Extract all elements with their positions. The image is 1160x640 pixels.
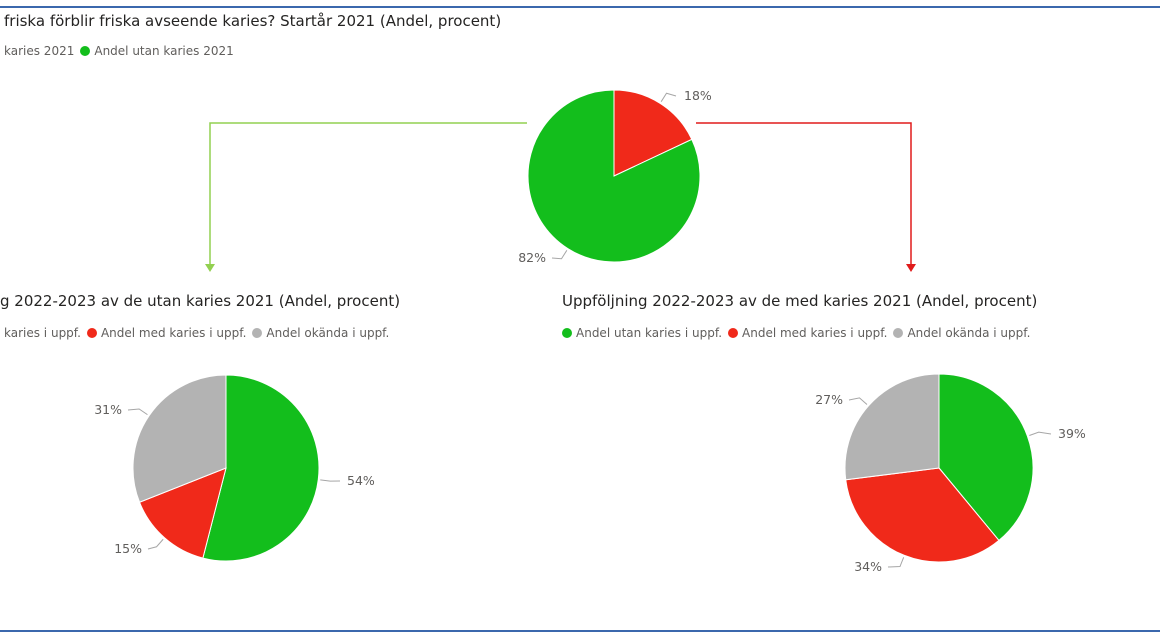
leader-line [848,397,868,405]
chart-title-uppf-utan-karies: g 2022-2023 av de utan karies 2021 (Ande… [0,292,401,310]
data-label: 18% [684,88,712,103]
connector-arrow-red [696,122,916,272]
pie-slice[interactable] [527,89,701,263]
legend-item-label: Andel okända i uppf. [266,326,390,340]
legend-dot-icon [728,328,739,338]
legend-dot-icon [86,328,97,338]
pie-chart-uppf-med-karies: 39% 34% 27% [815,373,1086,574]
pie-slice[interactable] [938,373,1034,542]
pie-slice[interactable] [613,89,693,177]
legend-start-2021: karies 2021 Andel utan karies 2021 [4,44,240,58]
data-label: 15% [114,541,142,556]
data-label: 54% [347,473,375,488]
leader-line [127,408,148,416]
chart-title-start-2021: friska förblir friska avseende karies? S… [4,12,502,30]
frame-top-border [0,6,1160,8]
leader-line [551,250,568,260]
data-label: 27% [815,392,843,407]
connector-arrow-green [205,122,527,272]
legend-dot-icon [562,328,572,338]
data-label: 34% [854,559,882,574]
legend-item-utan-karies-uppf[interactable]: Andel utan karies i uppf. [562,326,722,340]
pie-slice[interactable] [845,467,1000,563]
legend-item-okanda-uppf[interactable]: Andel okända i uppf. [893,326,1030,340]
legend-item-okanda-uppf[interactable]: Andel okända i uppf. [252,326,389,340]
legend-item-label: Andel utan karies i uppf. [576,326,723,340]
leader-line [660,92,677,102]
legend-item-label: Andel med karies i uppf. [100,326,247,340]
legend-item-label: Andel med karies i uppf. [742,326,888,340]
legend-item-label: Andel utan karies 2021 [94,44,234,58]
legend-item-label: karies 2021 [4,44,75,58]
legend-dot-icon [252,328,263,338]
legend-item-med-karies-uppf[interactable]: Andel med karies i uppf. [728,326,887,340]
pie-chart-start-2021: 18% 82% [518,88,712,265]
pie-chart-uppf-utan-karies: 54% 15% 31% [94,374,375,562]
chart-title-uppf-med-karies: Uppföljning 2022-2023 av de med karies 2… [562,292,1038,310]
data-label: 82% [518,250,546,265]
leader-line [887,557,905,568]
legend-item-utan-karies-uppf[interactable]: karies i uppf. [4,326,81,340]
legend-item-utan-karies-2021[interactable]: Andel utan karies 2021 [80,44,234,58]
pie-slice[interactable] [202,374,320,562]
legend-item-karies-2021[interactable]: karies 2021 [4,44,74,58]
leader-line [320,479,341,482]
frame-bottom-border [0,630,1160,632]
legend-item-label: karies i uppf. [4,326,81,340]
legend-item-med-karies-uppf[interactable]: Andel med karies i uppf. [86,326,247,340]
pie-slice[interactable] [132,374,227,503]
legend-uppf-med-karies: Andel utan karies i uppf. Andel med kari… [562,326,1036,340]
data-label: 39% [1058,426,1086,441]
pie-slice[interactable] [138,467,227,559]
legend-item-label: Andel okända i uppf. [907,326,1031,340]
legend-dot-icon [80,46,91,56]
leader-line [147,538,164,550]
data-label: 31% [94,402,122,417]
pie-slice[interactable] [844,373,940,481]
legend-dot-icon [893,328,904,338]
leader-line [1029,431,1052,436]
legend-uppf-utan-karies: karies i uppf. Andel med karies i uppf. … [4,326,395,340]
